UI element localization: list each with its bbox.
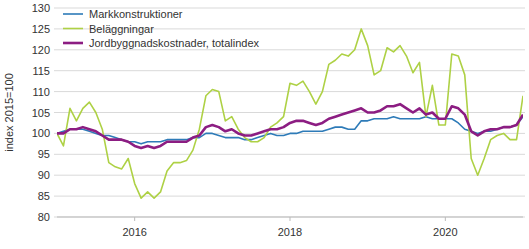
series-line	[57, 104, 523, 148]
x-tick-label: 2018	[278, 226, 302, 238]
y-tick-label: 85	[38, 190, 50, 202]
x-axis	[57, 217, 523, 218]
x-tick-label: 2016	[122, 226, 146, 238]
y-axis-label: index 2015=100	[3, 73, 15, 152]
y-tick-label: 125	[32, 23, 50, 35]
y-tick-label: 100	[32, 127, 50, 139]
y-tick-label: 110	[32, 86, 50, 98]
y-tick-label: 115	[32, 65, 50, 77]
x-tick-label: 2020	[433, 226, 457, 238]
grid-line	[54, 196, 525, 197]
chart: 80 85 90 95 100 105 110 115 120 125 130 2016 2018 202…	[0, 0, 529, 249]
y-tick-label: 105	[32, 107, 50, 119]
x-tick	[290, 217, 291, 221]
series-line	[57, 29, 523, 198]
x-tick	[445, 217, 446, 221]
plot-area	[57, 29, 523, 198]
y-tick-label: 90	[38, 169, 50, 181]
grid-line	[54, 217, 525, 218]
grid-line	[54, 154, 525, 155]
y-tick-label: 130	[32, 2, 50, 14]
legend-label: Jordbyggnadskostnader, totalindex	[89, 37, 260, 49]
legend-swatch	[63, 42, 83, 45]
legend-label: Beläggningar	[89, 23, 154, 35]
legend-swatch	[63, 13, 83, 15]
grid-line	[54, 70, 525, 71]
grid-line	[54, 175, 525, 176]
grid-line	[54, 112, 525, 113]
grid-line	[54, 49, 525, 50]
legend-label: Markkonstruktioner	[89, 8, 183, 20]
legend-swatch	[63, 28, 83, 30]
y-tick-label: 120	[32, 44, 50, 56]
y-tick-label: 80	[38, 211, 50, 223]
y-tick-label: 95	[38, 148, 50, 160]
series-line	[57, 117, 523, 144]
x-tick	[134, 217, 135, 221]
grid-line	[54, 91, 525, 92]
